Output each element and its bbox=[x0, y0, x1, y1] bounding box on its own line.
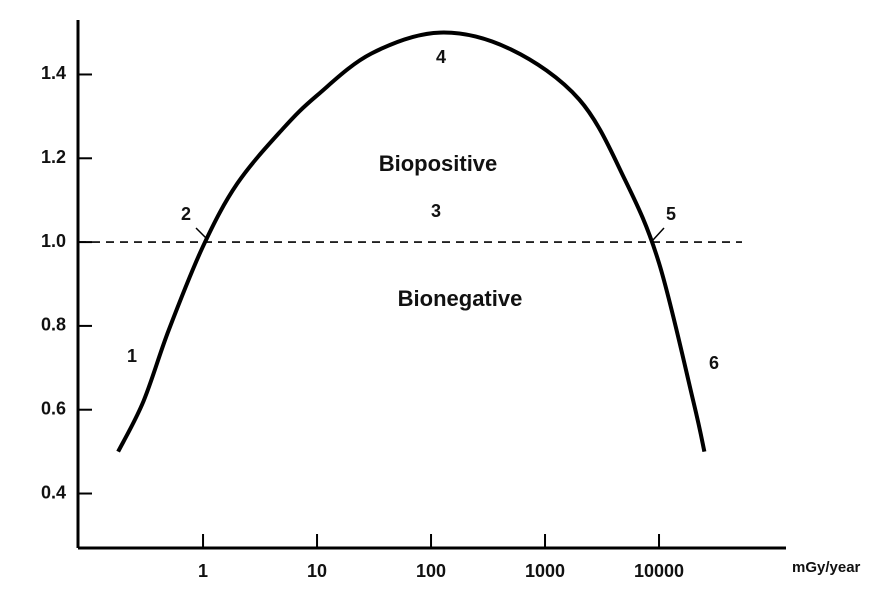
annotation: 1 bbox=[127, 346, 137, 366]
y-tick-label: 1.0 bbox=[41, 231, 66, 251]
annotation: 2 bbox=[181, 204, 191, 224]
x-axis-label: mGy/year bbox=[792, 559, 861, 576]
y-tick-label: 0.8 bbox=[41, 315, 66, 335]
y-tick-label: 0.4 bbox=[41, 482, 66, 502]
annotation: Biopositive bbox=[379, 151, 498, 176]
leader bbox=[195, 227, 209, 241]
y-tick-label: 0.6 bbox=[41, 398, 66, 418]
x-tick-label: 1 bbox=[198, 561, 208, 581]
annotation: 5 bbox=[666, 204, 676, 224]
y-tick-label: 1.4 bbox=[41, 63, 66, 83]
x-tick-label: 100 bbox=[416, 561, 446, 581]
leader bbox=[652, 227, 665, 241]
x-tick-label: 10000 bbox=[634, 561, 684, 581]
annotation: 4 bbox=[436, 47, 446, 67]
curve bbox=[116, 30, 707, 453]
annotation: Bionegative bbox=[398, 286, 523, 311]
x-tick-label: 10 bbox=[307, 561, 327, 581]
x-tick-label: 1000 bbox=[525, 561, 565, 581]
annotation: 6 bbox=[709, 353, 719, 373]
annotation: 3 bbox=[431, 201, 441, 221]
y-tick-label: 1.2 bbox=[41, 147, 66, 167]
